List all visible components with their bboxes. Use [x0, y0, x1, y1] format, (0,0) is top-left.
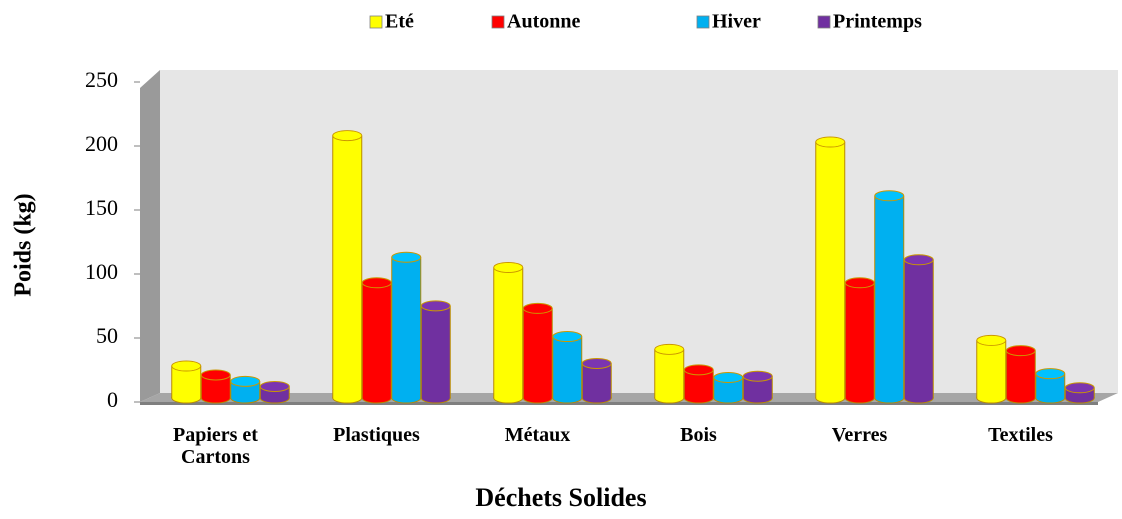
bar-part	[654, 343, 685, 355]
y-tick-label: 0	[107, 387, 118, 412]
bar-part	[976, 340, 1006, 398]
bar	[903, 254, 934, 404]
bar-part	[581, 357, 612, 369]
bar-part	[200, 369, 231, 381]
bar-part	[552, 336, 582, 398]
x-tick-label: Textiles	[988, 424, 1053, 446]
bar-part	[421, 305, 451, 398]
bar-part	[201, 374, 231, 398]
y-tick-label: 250	[85, 67, 118, 92]
bar	[844, 277, 875, 404]
bar-part	[1006, 350, 1036, 398]
bar	[713, 372, 744, 404]
bar-part	[1064, 382, 1095, 394]
bar	[552, 331, 583, 404]
bar-part	[332, 135, 362, 398]
bar-part	[903, 254, 934, 266]
bar	[493, 261, 524, 404]
bar	[815, 136, 846, 404]
legend-label: Printemps	[833, 11, 922, 33]
bar	[259, 380, 290, 404]
bar-part	[713, 377, 743, 398]
bar-part	[420, 300, 451, 312]
bar-part	[1035, 368, 1066, 380]
back-wall	[160, 70, 1118, 393]
legend-label: Hiver	[712, 11, 761, 33]
bar	[683, 364, 714, 404]
bar	[742, 370, 773, 404]
bar	[581, 357, 612, 404]
bar-part	[582, 363, 612, 398]
bar	[332, 130, 363, 404]
x-tick-label: Métaux	[504, 424, 571, 446]
bar	[230, 375, 261, 404]
bar	[522, 302, 553, 404]
bar-part	[874, 190, 905, 202]
bar-part	[523, 308, 553, 398]
bar	[976, 334, 1007, 404]
bar	[1064, 382, 1095, 404]
bar-part	[815, 136, 846, 148]
bar-part	[874, 195, 904, 398]
bar-part	[493, 261, 524, 273]
x-axis-title: Déchets Solides	[475, 483, 646, 512]
x-tick-label: Plastiques	[333, 424, 420, 446]
side-wall	[140, 70, 160, 402]
bar-part	[332, 130, 363, 142]
bar	[1035, 368, 1066, 404]
bar-part	[391, 251, 422, 263]
bar-part	[1005, 345, 1036, 357]
bar-part	[361, 277, 392, 289]
legend-label: Eté	[385, 11, 414, 33]
x-tick-label: Papiers et Cartons	[173, 424, 258, 468]
bar	[654, 343, 685, 404]
bar	[391, 251, 422, 404]
bar	[200, 369, 231, 404]
bar-part	[362, 282, 392, 398]
legend-swatch	[817, 15, 831, 29]
bar-part	[845, 282, 875, 398]
bar-part	[259, 380, 290, 392]
bar-part	[493, 267, 523, 398]
bar	[171, 360, 202, 404]
bar	[361, 277, 392, 404]
bar-part	[904, 259, 934, 398]
bar-part	[522, 302, 553, 314]
bar-part	[815, 142, 845, 398]
y-axis-title: Poids (kg)	[11, 193, 37, 296]
x-tick-label: Bois	[680, 424, 717, 446]
legend-label: Autonne	[507, 11, 580, 33]
x-tick-label: Verres	[831, 424, 888, 446]
bar-part	[552, 331, 583, 343]
legend-swatch	[696, 15, 710, 29]
y-tick-label: 200	[85, 131, 118, 156]
bar-part	[683, 364, 714, 376]
bar-part	[743, 376, 773, 398]
bar-part	[391, 257, 421, 398]
y-tick-label: 50	[96, 323, 118, 348]
bar	[874, 190, 905, 404]
bar-part	[976, 334, 1007, 346]
bar-part	[230, 375, 261, 387]
bar-part	[260, 386, 290, 398]
bar-part	[713, 372, 744, 384]
bar-part	[844, 277, 875, 289]
bar	[420, 300, 451, 404]
bar	[1005, 345, 1036, 404]
y-tick-label: 100	[85, 259, 118, 284]
bar-part	[171, 360, 202, 372]
legend-swatch	[369, 15, 383, 29]
legend-swatch	[491, 15, 505, 29]
bar-part	[742, 370, 773, 382]
y-tick-label: 150	[85, 195, 118, 220]
bar-part	[654, 349, 684, 398]
